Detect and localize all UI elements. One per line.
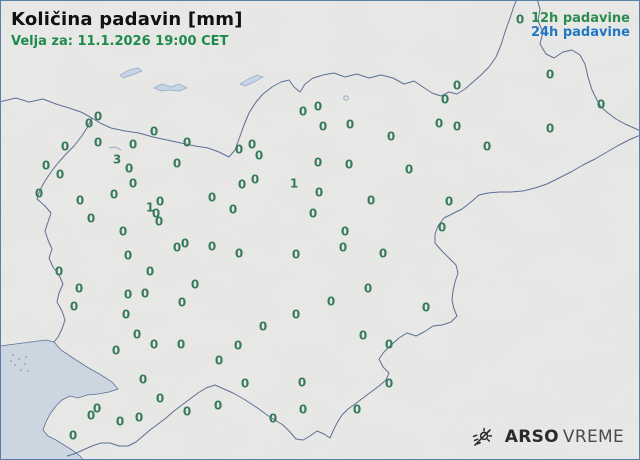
- lakes: [108, 67, 349, 151]
- legend-item-12h-padavine[interactable]: 12h padavine: [530, 11, 630, 26]
- weather-sun-icon: [472, 427, 492, 446]
- logo-brand: ARSO: [504, 427, 559, 447]
- arso-vreme-logo: ARSO VREME: [470, 424, 624, 450]
- valid-time-label: Velja za: 11.1.2026 19:00 CET: [11, 34, 229, 49]
- legend-item-24h-padavine[interactable]: 24h padavine: [530, 24, 630, 40]
- page-title: Količina padavin [mm]: [11, 9, 243, 30]
- adriatic-sea: [1, 339, 119, 459]
- logo-suffix: VREME: [562, 427, 624, 447]
- logo-text: ARSO VREME: [505, 427, 624, 447]
- map-header: Količina padavin [mm] Velja za: 11.1.202…: [11, 9, 243, 49]
- city-marks: [10, 354, 29, 372]
- legend: 12h padavine 24h padavine: [531, 12, 630, 39]
